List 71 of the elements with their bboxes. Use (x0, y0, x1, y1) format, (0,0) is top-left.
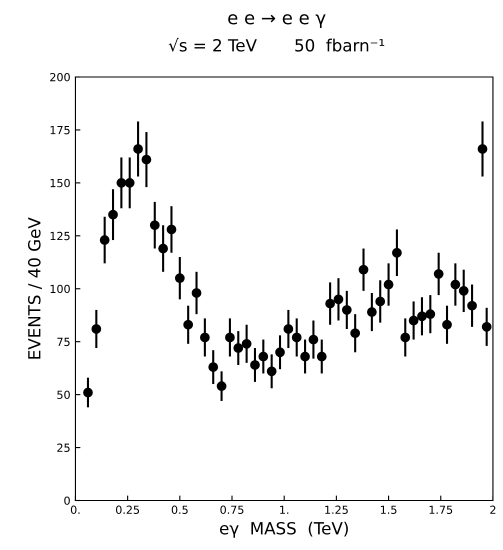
point (384, 280, 394, 290)
point (300, 352, 310, 362)
y-tick-label: 100 (50, 284, 70, 294)
y-tick-label: 50 (57, 390, 70, 400)
point (350, 328, 360, 338)
point (100, 235, 110, 245)
y-tick-label: 0 (64, 496, 70, 505)
point (258, 352, 268, 362)
x-tick-label: 1. (280, 506, 288, 514)
point (174, 273, 185, 284)
point (408, 316, 418, 326)
chart-subtitle: √s = 2 TeV 50 fbarn⁻¹ (168, 38, 384, 52)
x-tick-label: 1.75 (430, 506, 452, 514)
point (242, 338, 252, 349)
point (467, 300, 477, 311)
point (142, 154, 152, 164)
point (434, 269, 444, 279)
point (91, 324, 102, 334)
y-tick-label: 200 (50, 72, 70, 82)
point (124, 178, 135, 188)
x-axis-title: eγ MASS (TeV) (220, 522, 348, 538)
point (216, 381, 226, 392)
x-tick-label: 0.5 (172, 506, 188, 514)
point (250, 360, 260, 370)
point (342, 305, 352, 315)
point (166, 224, 176, 234)
x-tick-label: 0.25 (116, 506, 140, 514)
point (83, 388, 93, 398)
point (116, 178, 126, 188)
point (417, 311, 427, 322)
point (325, 298, 335, 308)
y-tick-label: 125 (50, 232, 70, 240)
point (266, 366, 277, 376)
x-tick-label: 2 (490, 506, 496, 514)
y-tick-label: 75 (57, 338, 70, 346)
x-tick-label: 0.75 (220, 506, 244, 514)
point (450, 280, 460, 290)
x-tick-label: 1.5 (380, 506, 396, 514)
point (334, 294, 344, 304)
point (425, 309, 436, 320)
point (308, 334, 318, 344)
chart-title: e e → e e γ (228, 14, 326, 28)
point (400, 332, 410, 342)
y-tick-label: 150 (50, 178, 70, 188)
point (183, 320, 194, 330)
point (292, 332, 302, 342)
point (316, 352, 327, 362)
point (150, 220, 160, 230)
x-tick-label: 1.25 (325, 506, 348, 514)
point (233, 343, 244, 353)
point (482, 322, 492, 332)
point (275, 347, 285, 358)
point (358, 264, 368, 275)
point (392, 248, 402, 258)
point (458, 286, 469, 296)
point (108, 210, 118, 220)
x-tick-label: 0. (70, 506, 80, 514)
point (225, 332, 235, 342)
point (478, 144, 488, 154)
point (158, 244, 168, 254)
point (375, 296, 386, 306)
point (208, 362, 218, 372)
point (367, 307, 377, 317)
point (442, 320, 452, 330)
y-tick-label: 25 (57, 444, 70, 452)
point (192, 288, 202, 298)
point (284, 324, 294, 334)
point (200, 332, 210, 342)
y-axis-title: EVENTS / 40 GeV (28, 217, 42, 359)
point (133, 144, 143, 154)
y-tick-label: 175 (50, 126, 70, 134)
